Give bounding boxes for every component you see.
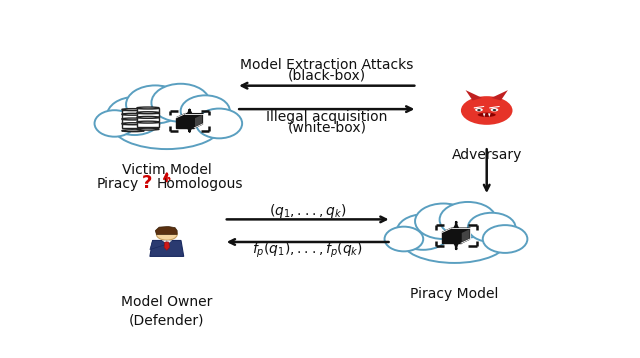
Ellipse shape bbox=[475, 108, 483, 111]
Text: Adversary: Adversary bbox=[452, 148, 522, 162]
Text: $(q_1,...,q_k)$: $(q_1,...,q_k)$ bbox=[269, 202, 346, 219]
Polygon shape bbox=[150, 241, 184, 256]
Polygon shape bbox=[195, 113, 203, 128]
Ellipse shape bbox=[137, 128, 159, 130]
Ellipse shape bbox=[493, 109, 496, 111]
Text: Piracy Model: Piracy Model bbox=[410, 287, 499, 301]
Polygon shape bbox=[137, 117, 159, 122]
Ellipse shape bbox=[196, 108, 242, 138]
Polygon shape bbox=[150, 241, 167, 250]
Polygon shape bbox=[122, 110, 144, 114]
Polygon shape bbox=[122, 114, 144, 119]
Polygon shape bbox=[490, 106, 500, 108]
Ellipse shape bbox=[468, 213, 515, 242]
Ellipse shape bbox=[396, 214, 450, 250]
Polygon shape bbox=[137, 113, 159, 117]
Polygon shape bbox=[461, 228, 470, 243]
Text: (black-box): (black-box) bbox=[288, 68, 366, 82]
Circle shape bbox=[461, 96, 513, 125]
Circle shape bbox=[156, 229, 177, 240]
Ellipse shape bbox=[122, 118, 144, 120]
Ellipse shape bbox=[477, 109, 481, 111]
Ellipse shape bbox=[477, 113, 496, 117]
Ellipse shape bbox=[491, 108, 499, 111]
Polygon shape bbox=[164, 237, 170, 240]
Ellipse shape bbox=[385, 227, 423, 251]
Ellipse shape bbox=[126, 86, 184, 124]
Ellipse shape bbox=[152, 84, 210, 122]
Polygon shape bbox=[164, 242, 170, 250]
Ellipse shape bbox=[180, 95, 230, 127]
Polygon shape bbox=[488, 113, 491, 117]
Text: (white-box): (white-box) bbox=[287, 120, 367, 134]
Polygon shape bbox=[156, 227, 177, 234]
Ellipse shape bbox=[122, 108, 144, 111]
Ellipse shape bbox=[137, 107, 159, 109]
Ellipse shape bbox=[122, 113, 144, 115]
Ellipse shape bbox=[122, 123, 144, 125]
Text: Victim Model: Victim Model bbox=[122, 163, 212, 177]
Polygon shape bbox=[167, 241, 172, 244]
Ellipse shape bbox=[95, 110, 134, 137]
Ellipse shape bbox=[137, 116, 159, 118]
Polygon shape bbox=[483, 113, 485, 117]
Polygon shape bbox=[176, 113, 203, 118]
Polygon shape bbox=[442, 232, 461, 243]
Text: Piracy: Piracy bbox=[96, 176, 138, 190]
Ellipse shape bbox=[483, 225, 527, 253]
Text: Model Owner
(Defender): Model Owner (Defender) bbox=[121, 295, 212, 328]
Polygon shape bbox=[122, 119, 144, 124]
Text: $f_p(q_1),...,f_p(q_k)$: $f_p(q_1),...,f_p(q_k)$ bbox=[252, 241, 364, 260]
Ellipse shape bbox=[137, 121, 159, 123]
Ellipse shape bbox=[122, 130, 144, 132]
Text: Illegal acquisition: Illegal acquisition bbox=[266, 110, 388, 124]
Polygon shape bbox=[492, 90, 508, 101]
Text: Model Extraction Attacks: Model Extraction Attacks bbox=[241, 58, 413, 72]
Polygon shape bbox=[137, 122, 159, 127]
Ellipse shape bbox=[415, 203, 472, 239]
Ellipse shape bbox=[111, 100, 222, 149]
Ellipse shape bbox=[137, 112, 159, 113]
Polygon shape bbox=[122, 124, 144, 129]
Polygon shape bbox=[137, 108, 159, 113]
Text: Homologous: Homologous bbox=[157, 176, 243, 190]
Text: ?: ? bbox=[142, 174, 152, 192]
Polygon shape bbox=[176, 118, 195, 128]
Polygon shape bbox=[442, 228, 470, 232]
Ellipse shape bbox=[401, 217, 508, 263]
Polygon shape bbox=[474, 106, 484, 108]
Polygon shape bbox=[162, 241, 167, 244]
Ellipse shape bbox=[107, 97, 162, 135]
Ellipse shape bbox=[440, 202, 496, 237]
Polygon shape bbox=[465, 90, 482, 101]
